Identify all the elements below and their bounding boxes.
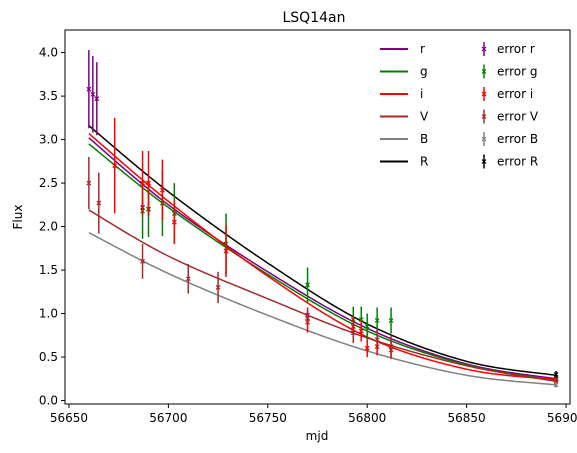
data-point (140, 180, 145, 186)
legend-label: V (420, 110, 429, 124)
legend-label: r (420, 42, 425, 56)
x-tick-label: 56750 (249, 411, 287, 425)
data-point (185, 276, 191, 282)
y-tick-label: 1.5 (39, 263, 58, 277)
legend-label: error i (497, 87, 533, 101)
data-point (358, 328, 364, 334)
y-tick-label: 2.5 (39, 176, 58, 190)
data-point (94, 96, 100, 102)
fit-curve-V (88, 209, 557, 383)
legend-label: error r (497, 42, 535, 56)
legend-marker (481, 136, 487, 142)
error-bar-series (86, 50, 559, 388)
legend-label: error g (497, 65, 537, 79)
fit-curve-R (88, 125, 557, 377)
x-tick-label: 56850 (448, 411, 486, 425)
x-axis-label: mjd (306, 429, 329, 443)
legend-label: error R (497, 155, 538, 169)
legend-marker (481, 46, 487, 52)
data-point (159, 187, 165, 193)
legend-marker (481, 114, 487, 119)
data-point (223, 248, 229, 254)
y-tick-label: 2.0 (39, 220, 58, 234)
legend-marker (481, 159, 487, 164)
legend-label: g (420, 65, 428, 79)
data-point (553, 377, 559, 383)
y-axis-label: Flux (11, 205, 25, 230)
fit-curve-B (88, 231, 557, 386)
x-tick-label: 56700 (149, 411, 187, 425)
data-point (112, 163, 118, 169)
y-tick-label: 3.5 (39, 89, 58, 103)
y-tick-label: 0.0 (39, 394, 58, 408)
legend-label: i (420, 87, 423, 101)
fit-curve-i (88, 132, 557, 381)
data-point (171, 219, 177, 225)
data-point (374, 318, 380, 323)
legend-label: error V (497, 110, 539, 124)
data-point (364, 324, 370, 330)
data-point (146, 180, 151, 186)
y-tick-label: 1.0 (39, 307, 58, 321)
fit-curves (88, 125, 557, 386)
data-point (305, 282, 310, 288)
legend-marker (481, 91, 487, 97)
data-point (364, 345, 370, 351)
y-tick-label: 4.0 (39, 46, 58, 60)
data-point (215, 285, 221, 290)
x-tick-label: 56800 (348, 411, 386, 425)
data-point (388, 344, 394, 350)
data-point (96, 200, 102, 206)
legend-marker (481, 69, 487, 74)
plot-area-frame (64, 29, 571, 405)
y-tick-label: 0.5 (39, 350, 58, 364)
data-point (90, 91, 96, 97)
data-point (553, 382, 559, 388)
data-point (374, 337, 380, 343)
chart-title: LSQ14an (283, 10, 346, 26)
fit-curve-g (88, 143, 557, 382)
legend-label: R (420, 155, 428, 169)
legend-label: B (420, 132, 428, 146)
data-point (305, 315, 310, 321)
data-point (388, 318, 394, 323)
data-point (86, 86, 92, 92)
fit-curve-r (88, 137, 557, 380)
y-axis: 0.0 0.5 1.0 1.5 2.0 2.5 3.0 3.5 4.0 (39, 46, 65, 408)
data-point (358, 317, 364, 323)
legend-label: error B (497, 132, 538, 146)
x-tick-label: 56650 (50, 411, 88, 425)
data-point (350, 330, 356, 336)
data-point (553, 372, 559, 377)
data-point (86, 180, 92, 186)
y-tick-label: 3.0 (39, 133, 58, 147)
data-point (140, 258, 145, 264)
